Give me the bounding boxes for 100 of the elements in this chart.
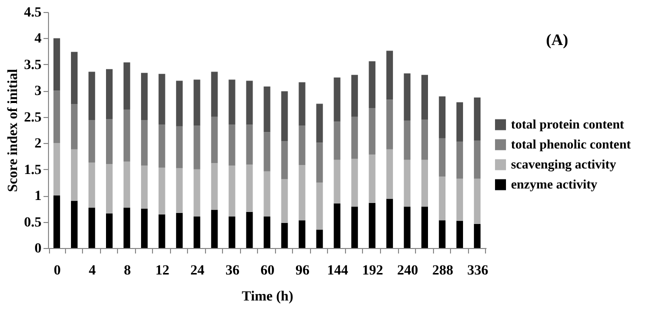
y-tick-label: 4 [34,32,42,47]
bar [298,165,306,220]
bar [421,160,428,207]
x-axis-title: Time (h) [242,290,294,304]
bar [438,176,446,220]
bar [281,91,288,142]
bar [194,216,200,248]
bar [106,69,113,119]
bar [53,38,60,91]
bar [70,149,78,201]
legend-label: total protein content [511,116,625,132]
bar [158,124,166,168]
bar [316,230,323,248]
x-tick-label: 336 [467,264,488,278]
y-tick-label: 0.5 [24,215,42,230]
bar [53,90,60,144]
bar [386,149,393,199]
bar [141,208,148,248]
bar [158,214,166,248]
bar [158,168,166,214]
bar [368,154,376,203]
bar [176,80,183,126]
bar [264,216,270,248]
bar [176,212,183,248]
x-tick-label: 0 [54,264,61,278]
bar [298,82,306,126]
x-tick-label: 60 [260,264,274,278]
bar [228,124,236,166]
bar [404,160,410,207]
bar [334,160,340,204]
bar [141,120,148,166]
y-tick-label: 3.5 [24,58,42,73]
bar [474,140,481,179]
bar [421,120,428,160]
bar [211,72,218,117]
bar [368,61,376,108]
bar [281,179,288,223]
bar [351,206,358,248]
bar [368,108,376,155]
bar [158,74,166,125]
bar [70,52,78,104]
x-tick-label: 288 [432,264,454,278]
bar [386,50,393,100]
bar [228,216,236,248]
bar [246,164,253,212]
bar [70,104,78,150]
bar [404,206,410,248]
text: (A) [546,32,568,49]
bar [124,62,130,110]
bar [124,208,130,248]
bar [124,161,130,208]
bar [228,166,236,217]
bar [88,120,96,163]
bar [351,158,358,207]
bar [106,213,113,248]
bar [438,138,446,177]
bar [264,171,270,217]
bar [124,110,130,162]
bar [421,74,428,120]
bar [474,224,481,248]
bar [298,220,306,248]
legend-label: scavenging activity [511,156,617,172]
bar [421,206,428,248]
bar [176,126,183,168]
bar [246,124,253,165]
bar [456,220,464,248]
y-tick-label: 4.5 [24,6,42,20]
bar [351,116,358,159]
x-tick-label: 192 [362,264,384,278]
x-tick-label: 96 [296,264,310,278]
bar [141,166,148,209]
bar [246,80,253,125]
bar [334,203,340,248]
x-tick-label: 8 [124,264,131,278]
legend-label: total phenolic content [511,136,632,152]
y-tick-label: 2.5 [24,110,42,126]
bar [368,202,376,248]
bar [194,169,200,217]
bar [88,208,96,248]
bar [456,142,464,179]
bar [88,162,96,208]
y-tick-label: 2 [34,136,42,152]
bar [53,196,60,248]
bar [141,72,148,120]
bar [386,100,393,150]
bar [53,143,60,196]
bar [456,178,464,221]
bar [211,116,218,164]
x-tick-label: 12 [155,264,170,278]
bar [281,141,288,180]
bar [88,72,96,120]
bar [438,220,446,248]
bar [386,198,393,248]
bar [194,80,200,126]
bar [351,74,358,117]
bar [281,222,288,248]
bar [334,122,340,160]
bar [176,168,183,213]
x-tick-label: 24 [190,264,204,278]
y-tick-label: 0 [34,242,42,256]
